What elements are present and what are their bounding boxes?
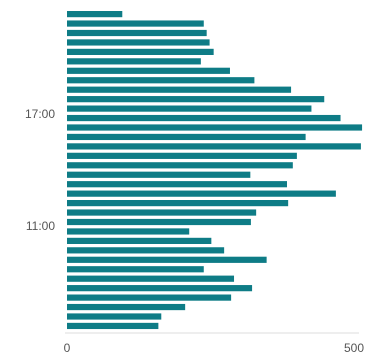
bar	[67, 49, 214, 55]
bar	[67, 285, 252, 291]
bar	[67, 153, 297, 159]
bar	[67, 191, 336, 197]
x-tick-label: 500	[344, 341, 364, 355]
bar	[67, 143, 361, 149]
bar	[67, 20, 204, 26]
bar	[67, 58, 201, 64]
bar	[67, 266, 204, 272]
bar	[67, 181, 287, 187]
y-tick-label: 11:00	[26, 219, 55, 233]
bar	[67, 247, 224, 253]
bar	[67, 106, 311, 112]
bar	[67, 257, 267, 263]
bar	[67, 219, 251, 225]
bar	[67, 172, 250, 178]
x-tick-label: 0	[64, 341, 71, 355]
bar	[67, 68, 230, 74]
bar	[67, 276, 234, 282]
bar	[67, 77, 254, 83]
y-tick-label: 17:00	[25, 107, 55, 121]
bars-group	[67, 11, 362, 329]
bar	[67, 115, 341, 121]
bar	[67, 313, 161, 319]
bar	[67, 238, 211, 244]
bar	[67, 39, 210, 45]
bar	[67, 200, 288, 206]
bar	[67, 209, 256, 215]
bar	[67, 228, 189, 234]
bar	[67, 30, 207, 36]
bar	[67, 134, 306, 140]
bar	[67, 162, 293, 168]
bar	[67, 124, 362, 130]
bar	[67, 87, 291, 93]
bar	[67, 96, 324, 102]
bar	[67, 323, 158, 329]
bar	[67, 11, 122, 17]
bar	[67, 295, 231, 301]
bar	[67, 304, 185, 310]
